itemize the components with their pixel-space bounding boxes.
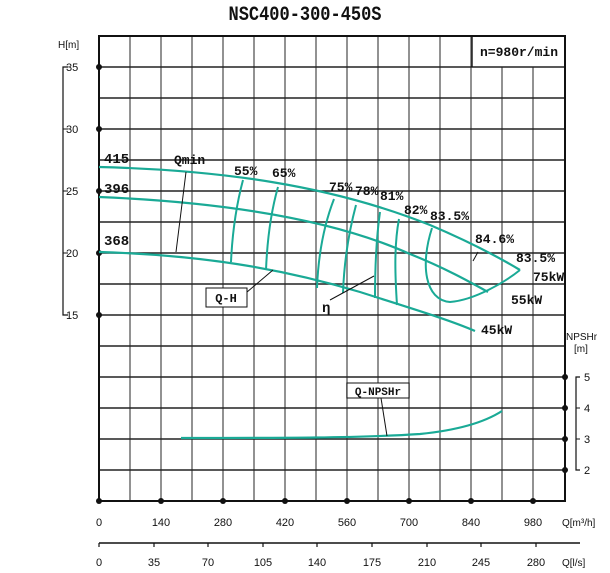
- svg-text:30: 30: [66, 124, 78, 136]
- svg-text:81%: 81%: [380, 189, 404, 204]
- svg-text:84.6%: 84.6%: [475, 232, 514, 247]
- svg-text:[m]: [m]: [574, 344, 588, 355]
- svg-text:55%: 55%: [234, 164, 258, 179]
- svg-text:4: 4: [584, 403, 590, 415]
- curve-415: [98, 165, 521, 271]
- svg-text:210: 210: [418, 557, 436, 569]
- qh-curves: [98, 165, 521, 333]
- power-labels: 75kW 55kW 45kW: [481, 270, 564, 338]
- x-ticks: 0 140 280 420 560 700 840 980: [96, 517, 542, 529]
- svg-text:45kW: 45kW: [481, 323, 512, 338]
- speed-label: n=980r/min: [480, 45, 558, 60]
- y-axis-label: H[m]: [58, 40, 79, 51]
- svg-text:83.5%: 83.5%: [516, 251, 555, 266]
- svg-text:35: 35: [148, 557, 160, 569]
- svg-text:245: 245: [472, 557, 490, 569]
- svg-text:2: 2: [584, 465, 590, 477]
- grid-horizontal-lines: [99, 66, 565, 471]
- svg-text:78%: 78%: [355, 184, 379, 199]
- svg-text:280: 280: [214, 517, 232, 529]
- npshr-curve: [180, 410, 503, 440]
- svg-text:420: 420: [276, 517, 294, 529]
- svg-text:560: 560: [338, 517, 356, 529]
- curve-368: [98, 250, 476, 333]
- efficiency-labels: 55% 65% 75% 78% 81% 82% 83.5% 84.6% 83.5…: [234, 164, 555, 266]
- svg-text:83.5%: 83.5%: [430, 209, 469, 224]
- svg-text:82%: 82%: [404, 203, 428, 218]
- npshr-axis-label: NPSHr: [566, 332, 598, 343]
- svg-text:0: 0: [96, 557, 102, 569]
- svg-text:415: 415: [104, 152, 129, 168]
- x-axis-label: Q[m³/h]: [562, 518, 596, 529]
- svg-text:20: 20: [66, 248, 78, 260]
- svg-text:0: 0: [96, 517, 102, 529]
- curve-396: [98, 195, 489, 293]
- x-ticks-secondary: 0 35 70 105 140 175 210 245 280: [96, 557, 545, 569]
- svg-text:35: 35: [66, 62, 78, 74]
- eta-label: η: [322, 301, 330, 317]
- svg-text:55kW: 55kW: [511, 293, 542, 308]
- svg-text:75kW: 75kW: [533, 270, 564, 285]
- npshr-ticks: 5 4 3 2: [584, 372, 590, 477]
- svg-text:840: 840: [462, 517, 480, 529]
- svg-text:175: 175: [363, 557, 381, 569]
- svg-text:65%: 65%: [272, 166, 296, 181]
- svg-text:105: 105: [254, 557, 272, 569]
- svg-text:140: 140: [308, 557, 326, 569]
- diameter-labels: 415 396 368: [104, 152, 129, 250]
- svg-text:700: 700: [400, 517, 418, 529]
- svg-text:3: 3: [584, 434, 590, 446]
- qh-label-box: [205, 287, 248, 308]
- svg-text:140: 140: [152, 517, 170, 529]
- svg-text:70: 70: [202, 557, 214, 569]
- chart-title: NSC400-300-450S: [228, 4, 382, 27]
- y-ticks: 35 30 25 20 15: [66, 62, 78, 322]
- qh-label: Q-H: [215, 292, 237, 306]
- svg-text:368: 368: [104, 234, 129, 250]
- svg-text:280: 280: [527, 557, 545, 569]
- svg-text:15: 15: [66, 310, 78, 322]
- svg-text:980: 980: [524, 517, 542, 529]
- svg-text:75%: 75%: [329, 180, 353, 195]
- svg-text:25: 25: [66, 186, 78, 198]
- efficiency-curves: [230, 179, 521, 306]
- x-axis-label-secondary: Q[l/s]: [562, 558, 586, 569]
- npshr-label: Q-NPSHr: [355, 387, 401, 399]
- npshr-label-box: [346, 382, 410, 399]
- svg-text:5: 5: [584, 372, 590, 384]
- svg-text:396: 396: [104, 182, 129, 198]
- plot-frame: [98, 35, 566, 502]
- grid-vertical-lines: [129, 36, 534, 501]
- qmin-label: Qmin: [174, 153, 205, 168]
